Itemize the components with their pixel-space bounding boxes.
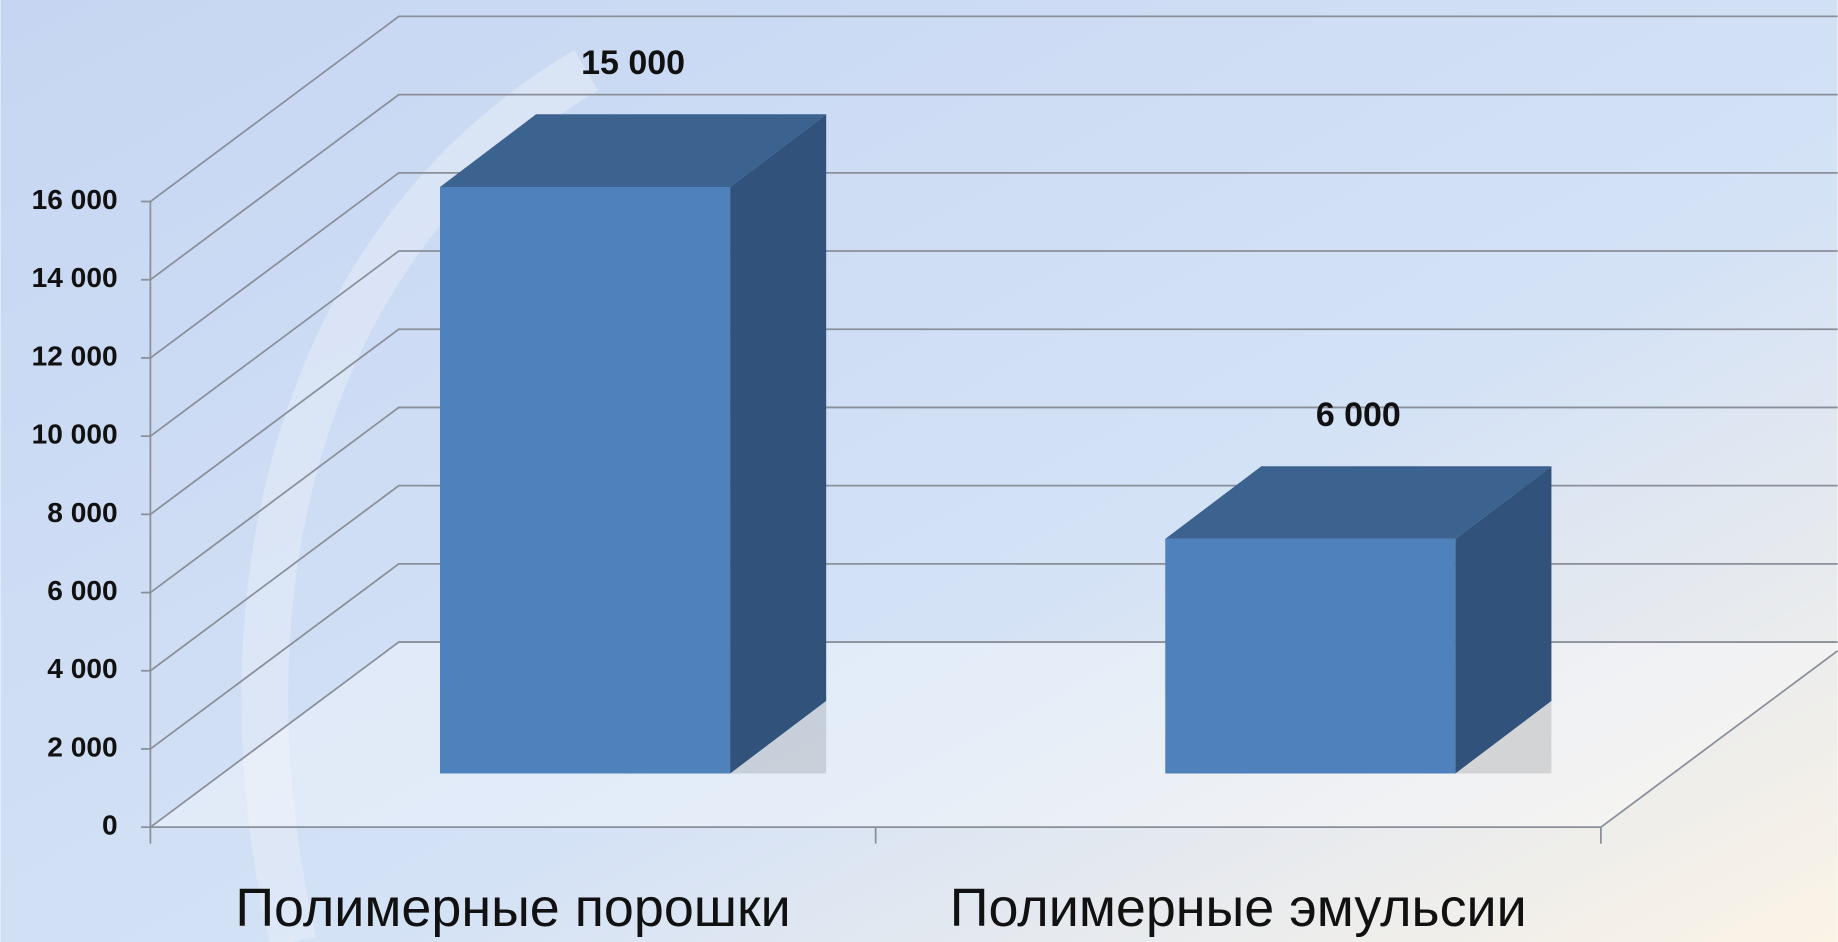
bar-top xyxy=(1165,466,1552,539)
y-tick-label: 12 000 xyxy=(32,340,118,371)
bar-side xyxy=(730,114,827,774)
grid-line xyxy=(149,15,1838,203)
floor-edge xyxy=(1600,650,1838,828)
grid-line xyxy=(149,406,1838,594)
y-tick-label: 4 000 xyxy=(47,653,117,684)
bar-top xyxy=(440,114,827,187)
bar-side xyxy=(1455,466,1552,774)
y-tick-label: 16 000 xyxy=(32,184,118,215)
y-tick-label: 10 000 xyxy=(32,419,118,450)
y-tick-label: 6 000 xyxy=(47,575,117,606)
bar xyxy=(440,186,731,774)
grid-line xyxy=(149,250,1838,437)
grid-line xyxy=(149,171,1838,359)
x-tick-label: Полимерные эмульсии xyxy=(950,878,1527,938)
decor xyxy=(241,50,599,942)
grid-line xyxy=(149,328,1838,516)
floor xyxy=(150,642,1838,828)
y-tick-label: 14 000 xyxy=(32,262,118,293)
x-tick-label: Полимерные порошки xyxy=(235,878,790,938)
y-tick-label: 2 000 xyxy=(47,731,117,762)
grid-line xyxy=(149,93,1838,281)
value-label: 6 000 xyxy=(1316,396,1401,434)
y-tick-label: 8 000 xyxy=(47,497,117,528)
bar xyxy=(1165,538,1456,774)
y-tick-label: 0 xyxy=(102,810,118,841)
value-label: 15 000 xyxy=(581,44,685,82)
